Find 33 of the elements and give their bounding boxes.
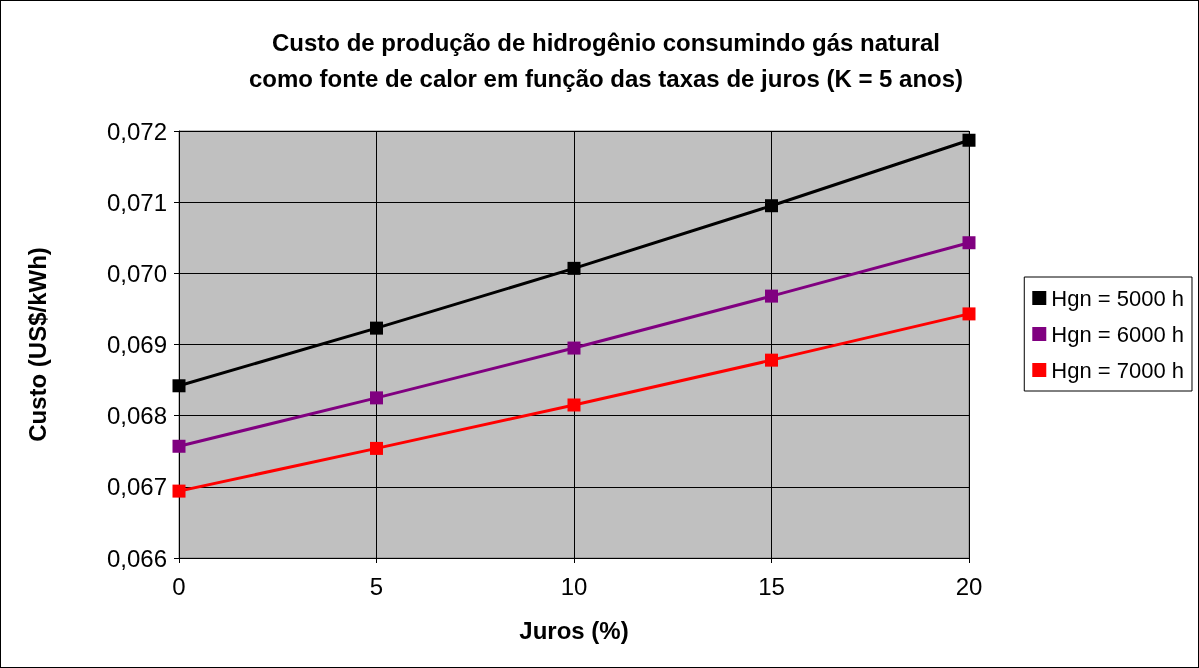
y-tick-label: 0,071 bbox=[106, 188, 167, 216]
point bbox=[765, 199, 778, 213]
point bbox=[962, 236, 976, 250]
y-tick-label: 0,068 bbox=[106, 402, 167, 430]
x-tick-label: 5 bbox=[369, 572, 384, 600]
point bbox=[172, 484, 186, 498]
y-tick-label: 0,072 bbox=[106, 117, 167, 145]
y-tick-label: 0,066 bbox=[106, 544, 167, 572]
point bbox=[567, 398, 581, 412]
x-tick-label: 20 bbox=[955, 572, 983, 600]
y-tick-label: 0,069 bbox=[106, 331, 167, 358]
point bbox=[370, 441, 383, 455]
legend-label: Hgn = 6000 h bbox=[1051, 321, 1185, 347]
chart-title: Custo de produção de hidrogênio consumindo gás natural como fonte de calor em função das taxas de juros (K = 5 anos) bbox=[248, 28, 964, 92]
x-tick-label: 10 bbox=[560, 572, 588, 600]
point bbox=[172, 439, 186, 453]
point bbox=[765, 353, 778, 367]
point bbox=[567, 261, 581, 275]
point bbox=[172, 379, 186, 393]
point bbox=[962, 133, 976, 147]
point bbox=[765, 289, 778, 303]
legend-label: Hgn = 7000 h bbox=[1051, 357, 1185, 383]
y-axis-title: Custo (US$/kWh) bbox=[23, 247, 51, 442]
y-tick-label: 0,070 bbox=[106, 259, 167, 287]
point bbox=[370, 321, 383, 335]
y-tick-label: 0,067 bbox=[106, 473, 167, 501]
point bbox=[962, 307, 976, 321]
point bbox=[567, 341, 581, 355]
x-tick-label: 15 bbox=[758, 572, 785, 600]
point bbox=[370, 391, 383, 405]
x-tick-label: 0 bbox=[172, 572, 186, 600]
x-axis-title: Juros (%) bbox=[519, 616, 629, 644]
legend-label: Hgn = 5000 h bbox=[1051, 285, 1185, 311]
